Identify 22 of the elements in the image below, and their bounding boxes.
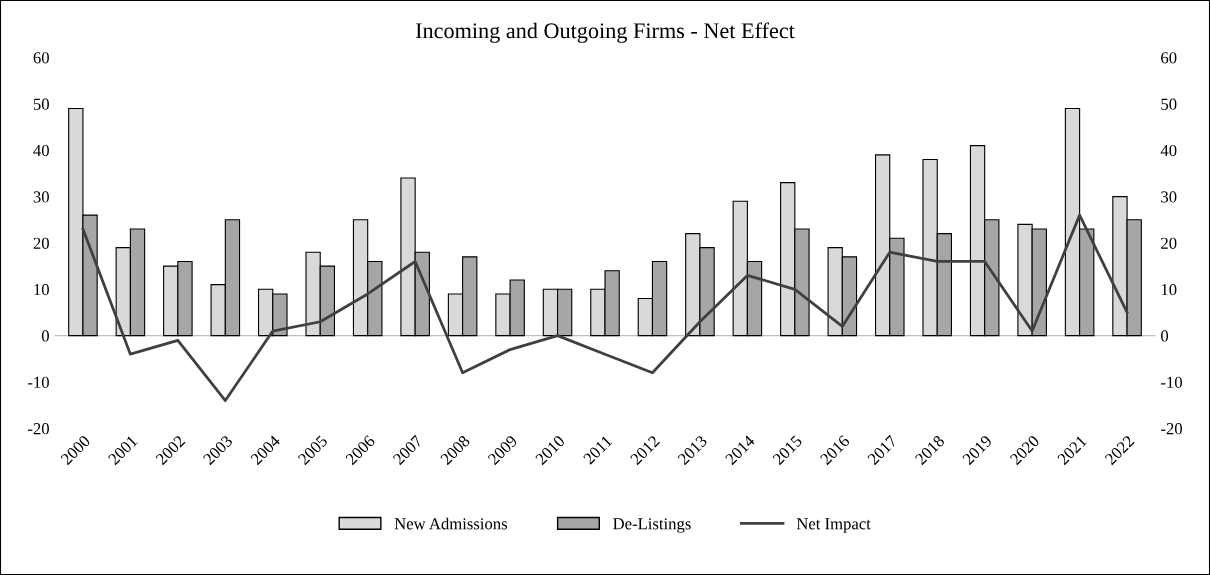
y-tick-label: 60 — [1161, 52, 1177, 64]
y-tick-label: -20 — [1161, 423, 1182, 435]
y-tick-label: 40 — [1160, 144, 1177, 157]
y-tick-label: 0 — [1161, 330, 1169, 342]
y-tick-label: -10 — [1161, 376, 1182, 388]
y2-tick-label: 50 — [33, 98, 49, 110]
legend-label: Net Impact — [796, 518, 871, 533]
y2-tick-label: -20 — [27, 423, 49, 435]
legend-label: De-Listings — [613, 518, 691, 533]
y-tick-label: 20 — [1161, 237, 1177, 249]
y-tick-label: 50 — [1161, 98, 1177, 110]
y2-tick-label: 40 — [33, 144, 49, 157]
y2-tick-label: 30 — [33, 191, 49, 203]
y2-tick-label: 10 — [34, 284, 49, 296]
y-tick-label: 30 — [1161, 191, 1177, 203]
y2-tick-label: 60 — [33, 52, 49, 64]
chart-title: Incoming and Outgoing Firms - Net Effect — [415, 22, 795, 43]
y2-tick-label: 20 — [33, 237, 49, 249]
legend-label: New Admissions — [394, 517, 508, 530]
y2-tick-label: 0 — [41, 330, 49, 342]
y2-tick-label: -10 — [27, 376, 49, 388]
y-tick-label: 10 — [1161, 284, 1177, 296]
